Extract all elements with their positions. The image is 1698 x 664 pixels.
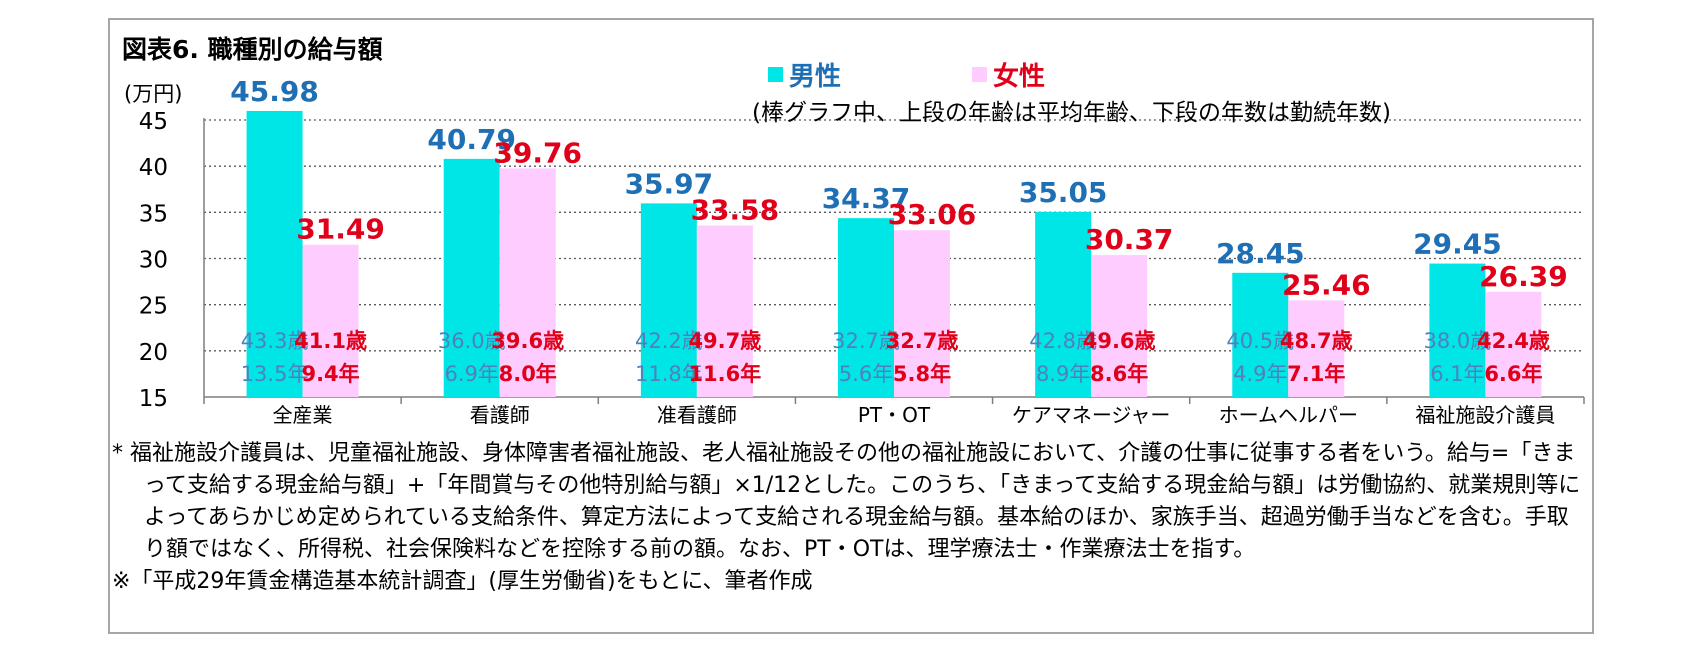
age-label-male: 42.2歳 xyxy=(635,329,703,353)
bar-female xyxy=(696,225,753,397)
legend-male: 男性 xyxy=(768,56,841,93)
data-label-female: 39.76 xyxy=(493,136,582,169)
legend-female: 女性 xyxy=(972,56,1045,93)
age-label-female: 39.6歳 xyxy=(491,329,564,353)
age-label-female: 32.7歳 xyxy=(886,329,959,353)
bar-male xyxy=(838,218,894,397)
legend-male-swatch xyxy=(768,67,783,82)
bar-male xyxy=(1429,263,1486,397)
bar-female xyxy=(1091,255,1148,397)
tenure-label-male: 6.1年 xyxy=(1430,362,1484,386)
x-category-label: 看護師 xyxy=(470,403,530,427)
tenure-label-male: 13.5年 xyxy=(241,362,309,386)
age-label-female: 49.6歳 xyxy=(1083,329,1156,353)
data-label-male: 29.45 xyxy=(1413,228,1502,261)
age-label-male: 42.8歳 xyxy=(1029,329,1097,353)
tenure-label-female: 6.6年 xyxy=(1484,362,1542,386)
data-label-male: 28.45 xyxy=(1216,237,1305,270)
y-tick-label: 35 xyxy=(139,201,168,227)
bar-male xyxy=(1232,272,1289,397)
x-category-label: 全産業 xyxy=(273,403,333,427)
age-label-male: 40.5歳 xyxy=(1226,329,1294,353)
data-label-female: 25.46 xyxy=(1282,268,1371,301)
data-label-male: 40.79 xyxy=(427,123,516,156)
data-label-male: 45.98 xyxy=(230,75,319,108)
tenure-label-female: 8.0年 xyxy=(499,362,557,386)
footnotes: * 福祉施設介護員は、児童福祉施設、身体障害者福祉施設、老人福祉施設その他の福祉… xyxy=(112,438,1582,598)
x-category-label: PT・OT xyxy=(858,403,931,427)
bar-male xyxy=(640,203,697,397)
bar-male xyxy=(443,158,500,397)
bar-female xyxy=(894,230,950,397)
x-category-label: 福祉施設介護員 xyxy=(1415,403,1555,427)
tenure-label-male: 4.9年 xyxy=(1233,362,1287,386)
x-category-label: ホームヘルパー xyxy=(1219,403,1358,427)
tenure-label-female: 5.8年 xyxy=(893,362,951,386)
age-label-female: 41.1歳 xyxy=(294,329,367,353)
footnote-definition: * 福祉施設介護員は、児童福祉施設、身体障害者福祉施設、老人福祉施設その他の福祉… xyxy=(112,441,1581,562)
bar-female xyxy=(499,168,556,397)
data-label-male: 34.37 xyxy=(822,182,911,215)
data-label-female: 26.39 xyxy=(1479,260,1568,293)
bar-female xyxy=(302,244,359,397)
y-tick-label: 20 xyxy=(139,340,168,366)
tenure-label-male: 8.9年 xyxy=(1036,362,1090,386)
x-category-label: 准看護師 xyxy=(657,403,737,427)
chart-title: 図表6. 職種別の給与額 xyxy=(122,35,383,64)
age-label-female: 48.7歳 xyxy=(1280,329,1353,353)
y-tick-label: 45 xyxy=(139,109,168,135)
y-tick-label: 40 xyxy=(139,155,168,181)
legend-male-label: 男性 xyxy=(789,62,842,92)
data-label-female: 33.06 xyxy=(888,198,977,231)
bar-male xyxy=(246,110,303,398)
y-tick-label: 25 xyxy=(139,294,168,320)
data-label-male: 35.05 xyxy=(1019,176,1108,209)
age-label-female: 49.7歳 xyxy=(688,329,761,353)
x-category-label: ケアマネージャー xyxy=(1012,403,1171,427)
data-label-male: 35.97 xyxy=(625,167,714,200)
age-label-female: 42.4歳 xyxy=(1477,329,1550,353)
data-label-female: 31.49 xyxy=(296,213,385,246)
tenure-label-female: 8.6年 xyxy=(1090,362,1148,386)
footnote-source: ※「平成29年賃金構造基本統計調査」(厚生労働省)をもとに、筆者作成 xyxy=(112,569,813,594)
tenure-label-male: 11.8年 xyxy=(635,362,703,386)
tenure-label-male: 6.9年 xyxy=(445,362,499,386)
y-tick-label: 15 xyxy=(139,386,168,412)
age-label-male: 43.3歳 xyxy=(241,329,309,353)
tenure-label-female: 11.6年 xyxy=(688,362,761,386)
y-tick-label: 30 xyxy=(139,248,168,274)
legend-female-label: 女性 xyxy=(993,62,1046,92)
data-label-female: 30.37 xyxy=(1085,223,1174,256)
age-label-male: 32.7歳 xyxy=(832,329,900,353)
chart-subtitle: (棒グラフ中、上段の年齢は平均年齢、下段の年数は勤続年数) xyxy=(752,100,1391,126)
age-label-male: 38.0歳 xyxy=(1424,329,1492,353)
age-label-male: 36.0歳 xyxy=(438,329,506,353)
y-axis-unit: (万円) xyxy=(124,82,183,106)
tenure-label-male: 5.6年 xyxy=(839,362,893,386)
bar-female xyxy=(1485,291,1542,397)
bar-male xyxy=(1035,211,1092,397)
bar-female xyxy=(1288,300,1345,397)
legend-female-swatch xyxy=(972,67,987,82)
tenure-label-female: 9.4年 xyxy=(301,362,359,386)
tenure-label-female: 7.1年 xyxy=(1287,362,1345,386)
data-label-female: 33.58 xyxy=(691,193,780,226)
